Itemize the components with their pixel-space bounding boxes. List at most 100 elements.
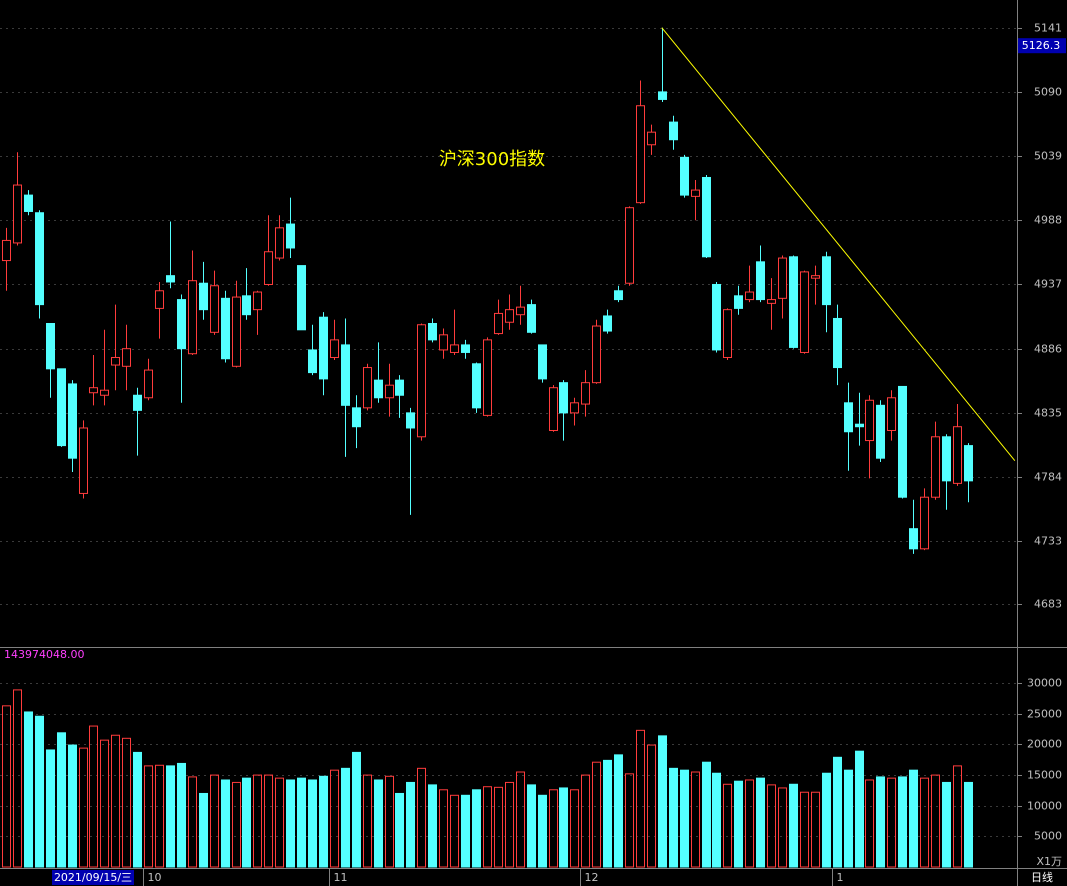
volume-bar — [876, 776, 885, 868]
y-tick-label: 5141 — [1034, 22, 1062, 35]
volume-bar — [232, 781, 241, 868]
volume-bar — [242, 777, 251, 868]
volume-bar — [538, 794, 547, 868]
candle-body — [505, 309, 514, 323]
candle-body — [723, 309, 732, 358]
volume-bar — [483, 786, 492, 868]
volume-bar — [79, 747, 88, 868]
candle-body — [833, 317, 842, 369]
candle-body — [865, 399, 874, 442]
volume-bar — [494, 786, 503, 868]
candle-body — [385, 384, 394, 399]
volume-tick-label: 25000 — [1027, 708, 1062, 721]
candle-body — [844, 402, 853, 433]
volume-bar — [275, 777, 284, 868]
period-label: 日线 — [1031, 870, 1053, 884]
volume-bar — [898, 776, 907, 868]
candle-body — [450, 344, 459, 353]
candle-body — [68, 383, 77, 459]
date-tick-label: 10 — [148, 871, 162, 884]
volume-bar — [57, 732, 66, 868]
volume-bar — [417, 767, 426, 868]
candle-body — [264, 251, 273, 285]
volume-bar — [833, 756, 842, 868]
candle-body — [253, 291, 262, 311]
volume-bar — [691, 771, 700, 868]
volume-bar — [527, 784, 536, 868]
candle-body — [712, 283, 721, 351]
volume-tick-label: 30000 — [1027, 677, 1062, 690]
candle-body — [494, 312, 503, 335]
candle-body — [275, 227, 284, 259]
candle-body — [538, 344, 547, 380]
volume-bar — [144, 765, 153, 868]
candle-body — [756, 261, 765, 301]
volume-bar — [111, 734, 120, 868]
candle-body — [472, 363, 481, 409]
y-tick-label: 4937 — [1034, 278, 1062, 291]
candle-body — [46, 323, 55, 370]
candle-body — [363, 367, 372, 409]
candle-body — [527, 304, 536, 333]
candle-body — [319, 316, 328, 380]
volume-bar — [122, 737, 131, 868]
volume-bar — [625, 773, 634, 868]
candle-body — [789, 256, 798, 348]
volume-bar — [13, 689, 22, 868]
volume-bar — [505, 781, 514, 868]
volume-bar — [800, 791, 809, 868]
candle-body — [57, 368, 66, 447]
candle-body — [931, 436, 940, 498]
candle-body — [352, 407, 361, 428]
volume-bar — [516, 771, 525, 868]
candle-body — [822, 256, 831, 306]
candle-body — [549, 387, 558, 431]
candle-body — [461, 344, 470, 353]
candle-body — [13, 184, 22, 244]
volume-tick-label: 10000 — [1027, 800, 1062, 813]
trendline — [661, 27, 1016, 462]
volume-bar — [286, 779, 295, 868]
volume-bar — [964, 781, 973, 868]
candle-body — [177, 299, 186, 350]
candle-body — [341, 344, 350, 406]
volume-bar — [439, 789, 448, 868]
volume-bar — [395, 792, 404, 868]
candle-body — [286, 223, 295, 249]
candle-body — [111, 356, 120, 366]
candle-body — [79, 427, 88, 494]
volume-bar — [374, 779, 383, 868]
volume-bar — [570, 789, 579, 868]
candle-body — [559, 382, 568, 414]
volume-bar — [931, 774, 940, 868]
volume-bar — [472, 789, 481, 868]
volume-bar — [745, 779, 754, 868]
candle-body — [417, 324, 426, 438]
volume-bar — [865, 779, 874, 868]
candle-body — [592, 325, 601, 384]
candle-body — [625, 207, 634, 284]
candle-body — [242, 295, 251, 316]
volume-bar — [46, 749, 55, 868]
candle-body — [428, 323, 437, 341]
date-tick-label: 1 — [837, 871, 844, 884]
y-tick-label: 4835 — [1034, 407, 1062, 420]
volume-bar — [428, 784, 437, 868]
candle-body — [680, 156, 689, 196]
volume-bar — [89, 725, 98, 868]
volume-unit: X1万 — [1036, 855, 1062, 868]
volume-bar — [133, 751, 142, 868]
volume-bar — [450, 794, 459, 868]
candle-body — [691, 189, 700, 197]
candle-body — [953, 426, 962, 484]
volume-bar — [166, 765, 175, 868]
volume-bar — [330, 769, 339, 868]
volume-bar — [155, 764, 164, 868]
volume-bar — [68, 744, 77, 868]
volume-bar — [680, 769, 689, 868]
y-tick-label: 5039 — [1034, 150, 1062, 163]
volume-bar — [385, 775, 394, 868]
volume-bar — [822, 772, 831, 868]
volume-bar — [581, 774, 590, 868]
